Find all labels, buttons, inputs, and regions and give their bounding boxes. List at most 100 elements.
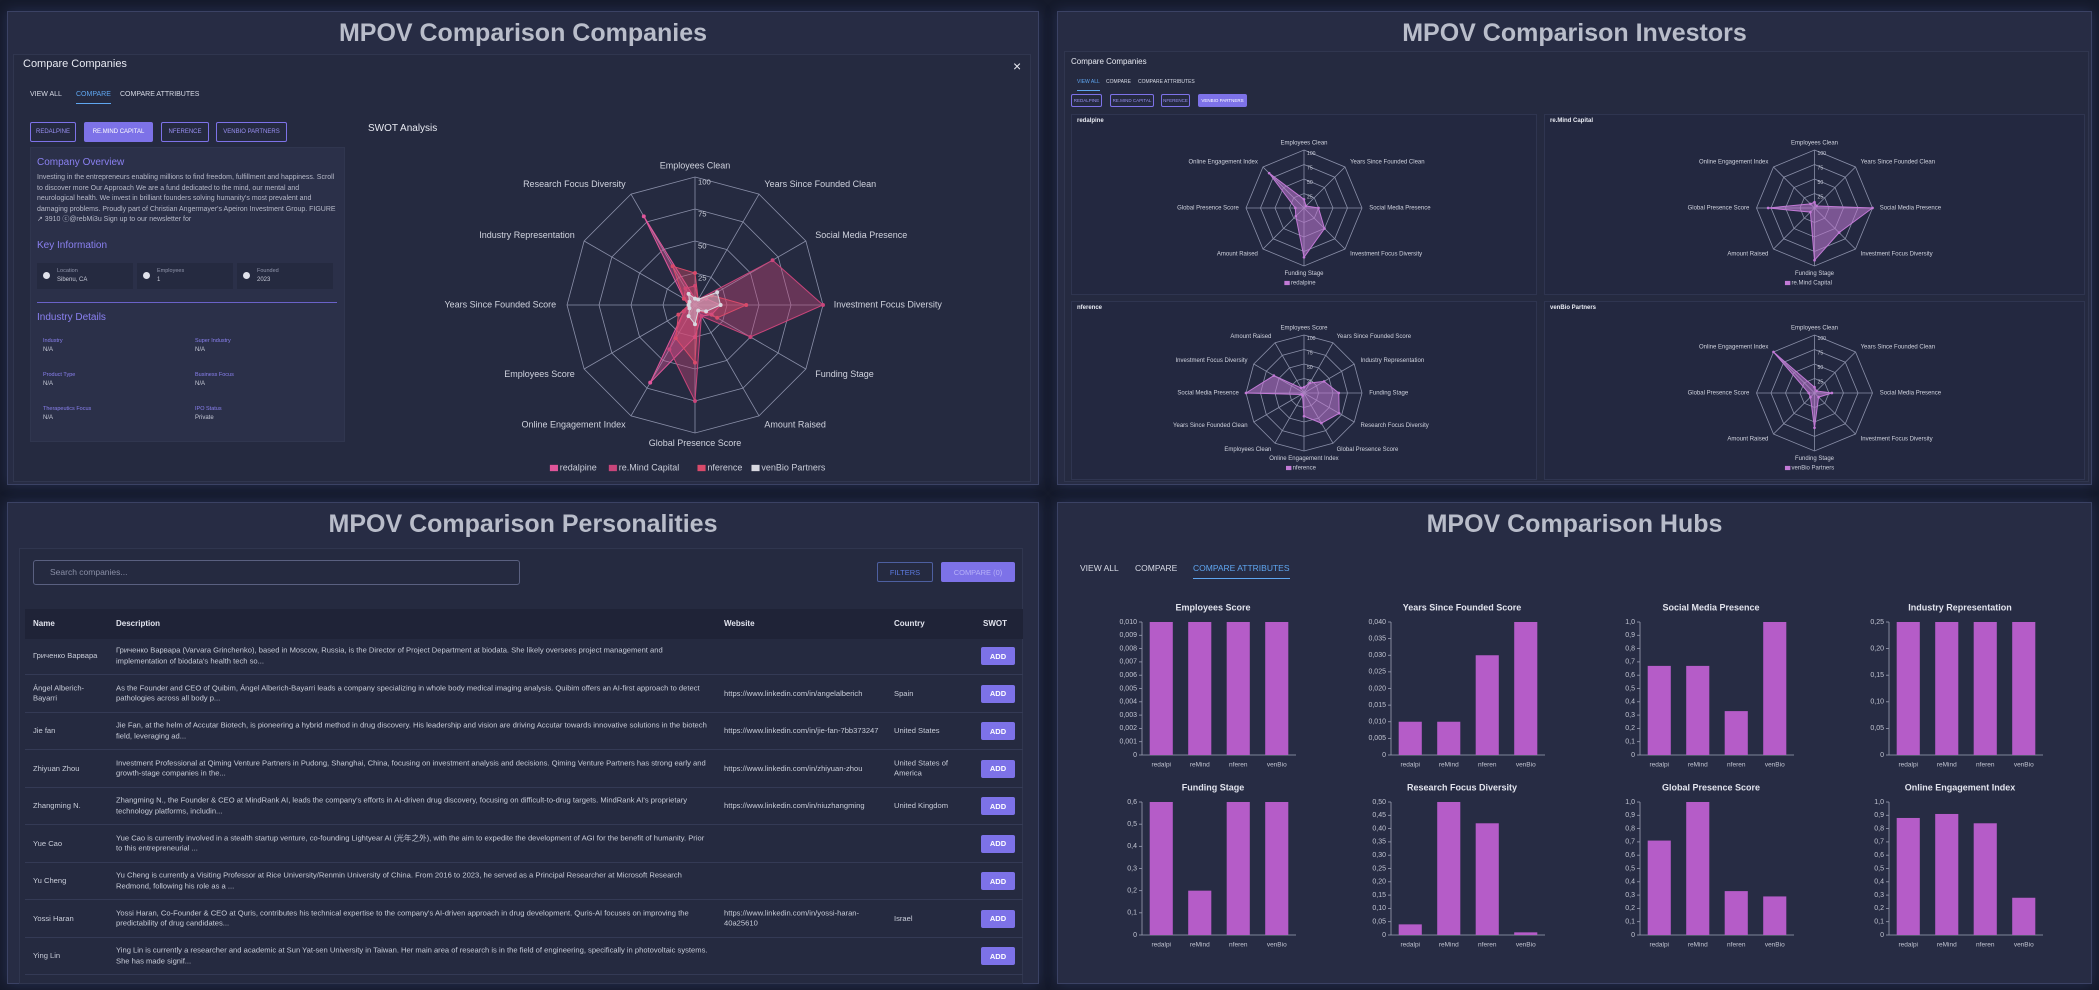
table-cell: https://www.linkedin.com/in/yossi-haran-…	[724, 908, 860, 928]
company-button[interactable]: REDALPINE	[1071, 94, 1102, 107]
industry-value: N/A	[43, 415, 54, 421]
search-box	[33, 560, 520, 585]
table-cell: Yossi Haran, Co-Founder & CEO at Quris, …	[116, 908, 689, 928]
industry-value: N/A	[195, 381, 206, 387]
table-cell: Ying Lin	[33, 950, 61, 960]
table-cell: United States	[894, 725, 940, 735]
info-box	[37, 263, 133, 289]
table-cell: Jie Fan, at the helm of Accutar Biotech,…	[116, 720, 707, 741]
info-box	[137, 263, 233, 289]
column-header: SWOT	[983, 619, 1007, 628]
table-cell: Israel	[894, 913, 913, 923]
tab[interactable]: VIEW ALL	[1077, 79, 1100, 91]
card	[30, 147, 345, 442]
industry-value: Private	[195, 415, 214, 421]
button[interactable]: COMPARE (0)	[941, 562, 1015, 582]
chart-title: SWOT Analysis	[368, 123, 438, 134]
overview-text: Investing in the entrepreneurs enabling …	[37, 174, 336, 223]
add-button[interactable]: ADD	[981, 947, 1015, 965]
button[interactable]: FILTERS	[877, 562, 933, 582]
table-cell: https://www.linkedin.com/in/zhiyuan-zhou	[724, 763, 863, 773]
info-icon	[143, 272, 150, 279]
tab[interactable]: COMPARE ATTRIBUTES	[1193, 563, 1290, 579]
tab[interactable]: COMPARE	[76, 91, 111, 104]
add-button[interactable]: ADD	[981, 647, 1015, 665]
info-label: Location	[57, 268, 78, 274]
table-cell: https://www.linkedin.com/in/angelalberic…	[724, 688, 863, 698]
industry-label: Super Industry	[195, 338, 231, 344]
panel-title: MPOV Comparison Investors	[1402, 19, 1747, 47]
tab[interactable]: COMPARE ATTRIBUTES	[1138, 79, 1195, 85]
info-value: 1	[157, 277, 161, 283]
table-cell: Investment Professional at Qiming Ventur…	[116, 758, 706, 778]
panel-title: MPOV Comparison Personalities	[328, 510, 718, 538]
table-cell: United States of America	[894, 758, 949, 778]
table-cell: Ángel Alberich-Bayarri	[33, 683, 85, 703]
table-cell: Spain	[894, 688, 914, 698]
company-button[interactable]: RE.MIND CAPITAL	[84, 122, 153, 142]
info-value: Sibenu, CA	[57, 277, 88, 283]
modal-title: Compare Companies	[23, 58, 127, 70]
table-cell: Yue Cao is currently involved in a steal…	[116, 833, 705, 853]
section-heading: Company Overview	[37, 157, 125, 168]
add-button[interactable]: ADD	[981, 909, 1015, 928]
row-divider	[25, 899, 1023, 900]
table-cell: Гриченко Варвара (Varvara Grinchenko), b…	[116, 645, 663, 666]
info-label: Employees	[157, 268, 185, 274]
add-button[interactable]: ADD	[981, 722, 1015, 740]
chart-card	[1071, 301, 1537, 480]
table-cell: Yu Cheng	[33, 875, 67, 885]
chart-card	[1544, 301, 2085, 480]
table-cell: Гриченко Варвара	[33, 650, 98, 660]
table-cell: Yossi Haran	[33, 913, 74, 923]
add-button[interactable]: ADD	[981, 797, 1015, 815]
company-button[interactable]: VENBIO PARTNERS	[1198, 94, 1247, 107]
section-heading: Industry Details	[37, 312, 106, 323]
industry-label: Therapeutics Focus	[43, 406, 92, 412]
table-cell: Zhiyuan Zhou	[33, 763, 80, 773]
table-cell: As the Founder and CEO of Quibim, Ángel …	[116, 683, 700, 703]
add-button[interactable]: ADD	[981, 759, 1015, 778]
tab[interactable]: COMPARE	[1106, 79, 1131, 85]
tab[interactable]: VIEW ALL	[30, 91, 62, 98]
company-button[interactable]: NFERENCE	[1161, 94, 1190, 107]
table-cell: Ying Lin is currently a researcher and a…	[116, 945, 708, 966]
row-divider	[25, 936, 1023, 938]
industry-value: N/A	[195, 347, 206, 353]
add-button[interactable]: ADD	[981, 834, 1015, 853]
row-divider	[25, 861, 1023, 863]
chart-title: nference	[1077, 305, 1103, 311]
table-cell: https://www.linkedin.com/in/jie-fan-7bb3…	[724, 725, 879, 735]
company-button[interactable]: RE.MIND CAPITAL	[1110, 94, 1154, 107]
company-button[interactable]: REDALPINE	[30, 122, 76, 142]
panel-title: MPOV Comparison Hubs	[1426, 510, 1723, 538]
industry-label: Business Focus	[195, 372, 234, 378]
table-cell: United Kingdom	[894, 800, 949, 810]
company-button[interactable]: NFERENCE	[161, 122, 209, 142]
table-cell: Zhangming N., the Founder & CEO at MindR…	[116, 795, 688, 816]
company-button[interactable]: VENBIO PARTNERS	[216, 122, 287, 142]
info-box	[237, 263, 333, 289]
add-button[interactable]: ADD	[981, 872, 1015, 890]
tab[interactable]: COMPARE ATTRIBUTES	[120, 91, 200, 98]
column-header: Website	[724, 619, 755, 628]
table-cell: Zhangming N.	[33, 800, 81, 810]
column-header: Name	[33, 619, 55, 628]
close-button[interactable]: ×	[1013, 58, 1022, 74]
table-cell: Yu Cheng is currently a Visiting Profess…	[116, 870, 682, 891]
info-value: 2023	[257, 277, 271, 283]
row-divider	[25, 786, 1023, 788]
table-header	[25, 609, 1023, 639]
tab[interactable]: VIEW ALL	[1080, 563, 1119, 573]
chart-title: redalpine	[1077, 118, 1104, 124]
tab[interactable]: COMPARE	[1135, 563, 1178, 573]
add-button[interactable]: ADD	[981, 684, 1015, 703]
search-input[interactable]: Search companies...	[50, 567, 128, 577]
divider	[37, 302, 337, 303]
column-header: Country	[894, 619, 925, 628]
info-label: Founded	[257, 268, 279, 274]
row-divider	[25, 824, 1023, 825]
industry-label: Industry	[43, 338, 63, 344]
table-cell: Jie fan	[33, 725, 56, 735]
